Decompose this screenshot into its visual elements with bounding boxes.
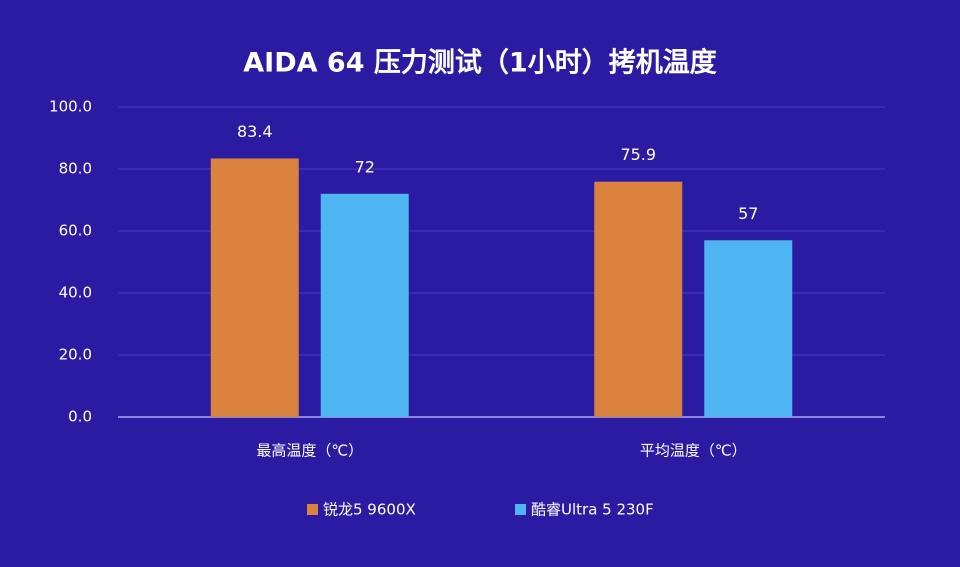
bar: [210, 158, 299, 417]
y-tick-label: 0.0: [68, 408, 92, 426]
legend-label: 锐龙5 9600X: [323, 501, 416, 519]
y-tick-label: 80.0: [59, 160, 92, 178]
bar: [704, 240, 793, 417]
bar: [594, 181, 683, 417]
y-tick-label: 60.0: [59, 222, 92, 240]
data-label: 83.4: [237, 122, 273, 141]
y-tick-label: 40.0: [59, 284, 92, 302]
data-label: 75.9: [620, 145, 656, 164]
legend-swatch: [307, 504, 318, 515]
chart-title: AIDA 64 压力测试（1小时）拷机温度: [243, 47, 716, 79]
x-tick-label: 最高温度（℃）: [256, 442, 363, 460]
legend-label: 酷睿Ultra 5 230F: [531, 501, 654, 519]
y-tick-label: 20.0: [59, 346, 92, 364]
bar: [320, 193, 409, 417]
y-tick-label: 100.0: [49, 98, 92, 116]
data-label: 57: [738, 204, 758, 223]
data-label: 72: [355, 157, 375, 176]
x-tick-label: 平均温度（℃）: [640, 442, 747, 460]
legend-swatch: [515, 504, 526, 515]
